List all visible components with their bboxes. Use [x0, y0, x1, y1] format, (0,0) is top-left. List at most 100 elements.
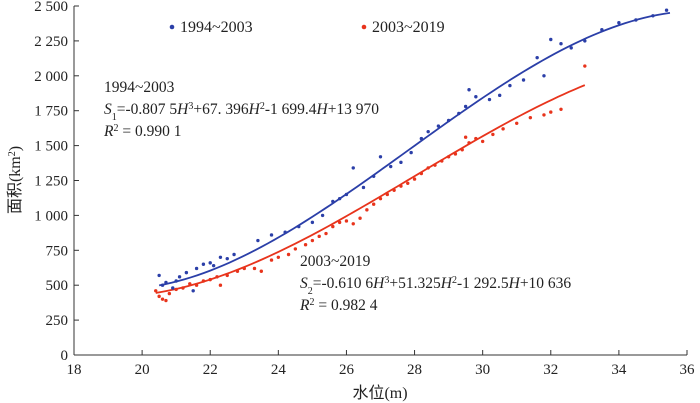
eq1-pow1: 3 — [188, 101, 193, 112]
data-point — [215, 275, 219, 279]
data-point — [331, 224, 335, 229]
x-tick-label: 24 — [271, 362, 287, 378]
data-point — [218, 255, 223, 259]
data-point — [297, 224, 301, 229]
eq2-s-var: S — [300, 275, 308, 292]
x-tick-label: 30 — [475, 362, 490, 378]
data-point — [303, 243, 308, 247]
x-tick-label: 32 — [543, 362, 558, 378]
eq1-period: 1994~2003 — [104, 79, 175, 96]
data-point — [174, 287, 178, 292]
data-point — [399, 184, 403, 188]
data-point — [164, 298, 168, 303]
eq2-r-var: R — [299, 297, 310, 314]
equation-1994-2003: 1994~2003 S1=-0.807 5H3+67. 396H2-1 699.… — [103, 79, 379, 140]
data-point — [211, 263, 216, 268]
data-point — [201, 262, 206, 266]
data-point — [344, 192, 349, 197]
data-point — [542, 74, 546, 78]
data-point — [497, 93, 502, 98]
data-point — [286, 252, 291, 257]
y-tick-label: 2 500 — [34, 0, 68, 15]
data-point — [457, 111, 461, 116]
y-axis-title: 面积(km2) — [6, 146, 24, 214]
y-tick-label: 250 — [46, 313, 69, 329]
eq1-h2: H — [248, 101, 261, 118]
data-point — [371, 174, 376, 179]
y-tick-label: 500 — [46, 278, 69, 294]
x-tick-label: 26 — [339, 362, 355, 378]
data-point — [491, 132, 495, 137]
eq2-h2: H — [440, 275, 453, 292]
eq2-period: 2003~2019 — [300, 253, 371, 270]
data-point — [583, 39, 587, 43]
y-tick-label: 2 250 — [34, 34, 68, 50]
data-point — [310, 238, 315, 243]
data-point — [188, 282, 192, 286]
data-point — [164, 280, 168, 285]
data-point — [256, 238, 260, 243]
points-2003-2019 — [154, 64, 587, 303]
eq2-part1: =-0.610 6 — [313, 275, 374, 292]
y-ticks: 0 250 500 750 1 000 1 250 1 500 1 750 2 000 2 250… — [34, 0, 79, 364]
data-point — [269, 233, 274, 237]
data-point — [521, 78, 526, 82]
data-point — [276, 255, 281, 259]
data-point — [460, 148, 464, 152]
data-point — [467, 141, 471, 145]
data-point — [283, 230, 287, 234]
data-point — [337, 196, 342, 201]
equation-2003-2019: 2003~2019 S2=-0.610 6H3+51.325H2-1 292.5… — [299, 253, 571, 314]
data-point — [474, 136, 478, 141]
eq1-part3: -1 699.4 — [265, 101, 317, 118]
eq1-h3: H — [315, 101, 328, 118]
eq2-r-pow: 2 — [309, 297, 314, 308]
data-point — [480, 139, 485, 144]
data-point — [385, 192, 390, 197]
eq2-part4: +10 636 — [520, 275, 572, 292]
data-point — [515, 121, 519, 125]
data-point — [310, 220, 315, 225]
y-tick-label: 0 — [61, 348, 69, 364]
data-point — [351, 222, 355, 226]
eq1-part4: +13 970 — [328, 101, 380, 118]
data-point — [225, 256, 229, 261]
y-axis-title-main: 面积(km — [6, 156, 24, 214]
data-point — [600, 28, 604, 32]
data-point — [167, 291, 172, 296]
data-point — [419, 171, 424, 176]
data-point — [446, 155, 451, 159]
data-point — [389, 164, 393, 169]
data-point — [419, 136, 424, 141]
data-point — [358, 216, 362, 220]
eq1-h1: H — [176, 101, 189, 118]
x-ticks: 18 20 22 24 26 28 30 32 34 36 — [67, 350, 695, 378]
data-point — [378, 196, 383, 201]
plot-area: 0 250 500 750 1 000 1 250 1 500 1 750 2 000 2 250… — [34, 0, 695, 378]
data-point — [440, 159, 444, 163]
data-point — [259, 269, 264, 273]
eq2-r2: R2 = 0.982 4 — [299, 297, 378, 315]
eq1-s-var: S — [104, 101, 112, 118]
data-point — [320, 213, 325, 218]
data-point — [232, 252, 236, 257]
legend-label-1994-2003: 1994~2003 — [180, 19, 253, 36]
x-tick-label: 18 — [67, 362, 82, 378]
y-tick-label: 1 000 — [34, 208, 68, 224]
data-point — [617, 21, 621, 25]
y-tick-label: 1 750 — [34, 104, 68, 120]
data-point — [559, 41, 563, 46]
data-point — [528, 115, 533, 120]
data-point — [426, 129, 430, 134]
data-point — [171, 286, 175, 290]
data-point — [508, 83, 512, 88]
data-point — [181, 286, 185, 290]
data-point — [157, 294, 161, 299]
data-point — [569, 46, 573, 50]
fit-line-1994-2003 — [158, 12, 671, 287]
y-axis-title-sup: 2 — [7, 151, 18, 156]
data-point — [177, 275, 182, 279]
eq1-formula: S1=-0.807 5H3+67. 396H2-1 699.4H+13 970 — [104, 101, 379, 123]
x-tick-label: 34 — [611, 362, 627, 378]
